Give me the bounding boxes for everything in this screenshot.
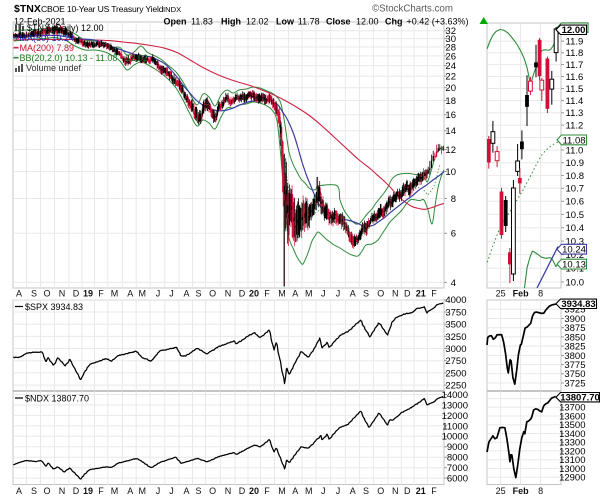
svg-text:10.9: 10.9 xyxy=(566,158,585,169)
svg-text:11.8: 11.8 xyxy=(566,48,584,59)
svg-text:11.08: 11.08 xyxy=(562,135,585,146)
svg-text:13100: 13100 xyxy=(559,455,585,466)
svg-text:10.24: 10.24 xyxy=(562,245,586,256)
svg-text:10.2: 10.2 xyxy=(566,250,585,261)
svg-text:$TNX (Daily) 12.00: $TNX (Daily) 12.00 xyxy=(27,23,104,33)
svg-text:3925: 3925 xyxy=(564,305,585,316)
svg-text:16: 16 xyxy=(445,110,456,121)
svg-text:22: 22 xyxy=(445,72,456,83)
svg-text:11.9: 11.9 xyxy=(566,37,584,48)
svg-text:24: 24 xyxy=(445,61,456,72)
svg-text:28: 28 xyxy=(445,42,456,53)
svg-text:2500: 2500 xyxy=(445,368,466,379)
svg-text:3775: 3775 xyxy=(564,360,585,371)
svg-text:13300: 13300 xyxy=(559,438,585,449)
svg-text:3825: 3825 xyxy=(564,342,585,353)
svg-text:3500: 3500 xyxy=(445,320,466,331)
svg-text:13200: 13200 xyxy=(559,446,585,457)
svg-text:8000: 8000 xyxy=(447,453,468,464)
svg-text:13700: 13700 xyxy=(559,403,585,414)
svg-text:4: 4 xyxy=(451,278,456,289)
svg-text:8: 8 xyxy=(451,194,456,205)
svg-text:3934.83: 3934.83 xyxy=(561,299,595,310)
svg-text:13500: 13500 xyxy=(559,420,585,431)
svg-text:13807.70: 13807.70 xyxy=(560,393,600,404)
svg-text:INDX: INDX xyxy=(163,5,181,14)
svg-text:4000: 4000 xyxy=(445,295,466,306)
svg-text:12900: 12900 xyxy=(559,473,585,484)
svg-text:10.0: 10.0 xyxy=(566,277,585,288)
svg-text:©StockCharts.com: ©StockCharts.com xyxy=(372,4,453,15)
svg-text:3725: 3725 xyxy=(564,378,585,389)
svg-text:3875: 3875 xyxy=(564,323,585,334)
svg-text:10000: 10000 xyxy=(442,432,468,443)
svg-text:2250: 2250 xyxy=(445,381,466,392)
svg-text:2750: 2750 xyxy=(445,356,466,367)
svg-text:10.8: 10.8 xyxy=(566,171,585,182)
svg-text:11000: 11000 xyxy=(442,421,468,432)
svg-text:7000: 7000 xyxy=(447,463,468,474)
svg-text:20: 20 xyxy=(445,83,456,94)
svg-text:Volume undef: Volume undef xyxy=(26,63,82,73)
svg-text:$SPX 3934.83: $SPX 3934.83 xyxy=(25,302,83,312)
svg-text:11.3: 11.3 xyxy=(566,108,584,119)
svg-text:10.13: 10.13 xyxy=(562,260,586,271)
svg-text:CBOE 10-Year US Treasury Yield: CBOE 10-Year US Treasury Yield xyxy=(41,4,164,14)
svg-text:MA(200) 7.89: MA(200) 7.89 xyxy=(20,43,75,53)
svg-text:10.4: 10.4 xyxy=(566,223,585,234)
svg-text:12-Feb-2021: 12-Feb-2021 xyxy=(14,17,66,27)
svg-text:10.7: 10.7 xyxy=(566,184,585,195)
svg-text:10: 10 xyxy=(445,167,456,178)
svg-text:12000: 12000 xyxy=(442,411,468,422)
svg-text:3900: 3900 xyxy=(564,314,585,325)
svg-text:3850: 3850 xyxy=(564,332,585,343)
svg-text:13000: 13000 xyxy=(559,464,585,475)
svg-text:6000: 6000 xyxy=(447,474,468,485)
svg-text:13000: 13000 xyxy=(442,400,468,411)
svg-text:14000: 14000 xyxy=(442,390,468,401)
svg-text:10.6: 10.6 xyxy=(566,197,585,208)
svg-text:$TNX: $TNX xyxy=(14,3,41,15)
svg-text:3000: 3000 xyxy=(445,344,466,355)
svg-text:11.7: 11.7 xyxy=(566,60,584,71)
svg-text:12.00: 12.00 xyxy=(562,25,586,36)
svg-text:MA(50) 10.24: MA(50) 10.24 xyxy=(20,33,75,43)
svg-text:BB(20,2.0) 10.13 - 11.08 - 12.: BB(20,2.0) 10.13 - 11.08 - 12.02 xyxy=(20,53,148,63)
svg-text:26: 26 xyxy=(445,51,456,62)
svg-text:30: 30 xyxy=(445,34,456,45)
svg-text:14: 14 xyxy=(445,126,456,137)
svg-text:11.0: 11.0 xyxy=(566,145,584,156)
svg-text:10.5: 10.5 xyxy=(566,210,585,221)
svg-text:9000: 9000 xyxy=(447,442,468,453)
svg-text:18: 18 xyxy=(445,96,456,107)
svg-text:11.6: 11.6 xyxy=(566,72,584,83)
svg-text:3750: 3750 xyxy=(445,307,466,318)
svg-text:11.2: 11.2 xyxy=(566,121,584,132)
svg-text:6: 6 xyxy=(451,229,456,240)
svg-text:3250: 3250 xyxy=(445,332,466,343)
svg-text:11.4: 11.4 xyxy=(566,96,584,107)
svg-text:13400: 13400 xyxy=(559,429,585,440)
svg-text:3800: 3800 xyxy=(564,351,585,362)
svg-text:32: 32 xyxy=(445,26,456,37)
svg-text:$NDX 13807.70: $NDX 13807.70 xyxy=(25,394,89,404)
svg-text:3750: 3750 xyxy=(564,369,585,380)
svg-text:11.5: 11.5 xyxy=(566,84,584,95)
svg-text:12: 12 xyxy=(445,145,456,156)
svg-text:13600: 13600 xyxy=(559,411,585,422)
svg-text:10.3: 10.3 xyxy=(566,237,585,248)
